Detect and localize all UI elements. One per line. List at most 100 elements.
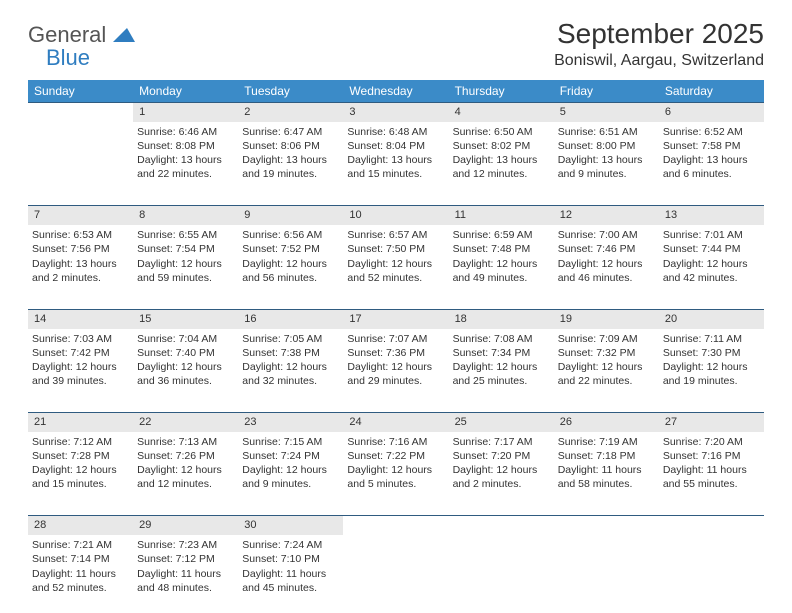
day-number-cell: 26: [554, 413, 659, 432]
day-number-cell: 24: [343, 413, 448, 432]
weekday-tuesday: Tuesday: [238, 80, 343, 103]
sunset-text: Sunset: 7:40 PM: [137, 346, 234, 360]
day-cell: Sunrise: 7:24 AMSunset: 7:10 PMDaylight:…: [238, 535, 343, 613]
weekday-wednesday: Wednesday: [343, 80, 448, 103]
day-number-cell: 21: [28, 413, 133, 432]
sunset-text: Sunset: 7:18 PM: [558, 449, 655, 463]
day-number-cell: 18: [449, 309, 554, 328]
sunrise-text: Sunrise: 7:04 AM: [137, 332, 234, 346]
day-number-cell: 8: [133, 206, 238, 225]
weekday-saturday: Saturday: [659, 80, 764, 103]
day-number-cell: [659, 516, 764, 535]
day-number-cell: 11: [449, 206, 554, 225]
sunrise-text: Sunrise: 6:48 AM: [347, 125, 444, 139]
day-cell: Sunrise: 6:51 AMSunset: 8:00 PMDaylight:…: [554, 122, 659, 206]
sunrise-text: Sunrise: 6:52 AM: [663, 125, 760, 139]
day-number-cell: 6: [659, 103, 764, 122]
week-row: Sunrise: 7:12 AMSunset: 7:28 PMDaylight:…: [28, 432, 764, 516]
daylight-text: Daylight: 12 hours and 2 minutes.: [453, 463, 550, 491]
day-number-cell: 28: [28, 516, 133, 535]
daynum-row: 282930: [28, 516, 764, 535]
daylight-text: Daylight: 13 hours and 12 minutes.: [453, 153, 550, 181]
sunrise-text: Sunrise: 7:09 AM: [558, 332, 655, 346]
day-cell: Sunrise: 7:11 AMSunset: 7:30 PMDaylight:…: [659, 329, 764, 413]
sunset-text: Sunset: 8:08 PM: [137, 139, 234, 153]
daylight-text: Daylight: 13 hours and 6 minutes.: [663, 153, 760, 181]
day-cell: Sunrise: 6:47 AMSunset: 8:06 PMDaylight:…: [238, 122, 343, 206]
sunrise-text: Sunrise: 7:05 AM: [242, 332, 339, 346]
sunrise-text: Sunrise: 6:46 AM: [137, 125, 234, 139]
sunset-text: Sunset: 7:14 PM: [32, 552, 129, 566]
day-number-cell: 30: [238, 516, 343, 535]
page: General Blue September 2025 Boniswil, Aa…: [0, 0, 792, 613]
day-cell: Sunrise: 6:55 AMSunset: 7:54 PMDaylight:…: [133, 225, 238, 309]
daylight-text: Daylight: 12 hours and 19 minutes.: [663, 360, 760, 388]
day-number-cell: [449, 516, 554, 535]
daylight-text: Daylight: 13 hours and 15 minutes.: [347, 153, 444, 181]
daylight-text: Daylight: 12 hours and 15 minutes.: [32, 463, 129, 491]
day-cell: Sunrise: 7:07 AMSunset: 7:36 PMDaylight:…: [343, 329, 448, 413]
sunrise-text: Sunrise: 7:07 AM: [347, 332, 444, 346]
day-number-cell: 27: [659, 413, 764, 432]
logo: General Blue: [28, 18, 135, 70]
sunset-text: Sunset: 7:34 PM: [453, 346, 550, 360]
sunrise-text: Sunrise: 7:20 AM: [663, 435, 760, 449]
sunset-text: Sunset: 7:44 PM: [663, 242, 760, 256]
day-cell: Sunrise: 7:08 AMSunset: 7:34 PMDaylight:…: [449, 329, 554, 413]
day-number-cell: 13: [659, 206, 764, 225]
sunset-text: Sunset: 7:54 PM: [137, 242, 234, 256]
day-cell: Sunrise: 7:20 AMSunset: 7:16 PMDaylight:…: [659, 432, 764, 516]
sunrise-text: Sunrise: 7:17 AM: [453, 435, 550, 449]
daylight-text: Daylight: 11 hours and 55 minutes.: [663, 463, 760, 491]
day-number-cell: 1: [133, 103, 238, 122]
day-cell: Sunrise: 7:05 AMSunset: 7:38 PMDaylight:…: [238, 329, 343, 413]
daylight-text: Daylight: 12 hours and 9 minutes.: [242, 463, 339, 491]
day-cell: Sunrise: 7:17 AMSunset: 7:20 PMDaylight:…: [449, 432, 554, 516]
daylight-text: Daylight: 12 hours and 22 minutes.: [558, 360, 655, 388]
sunset-text: Sunset: 7:28 PM: [32, 449, 129, 463]
day-number-cell: 14: [28, 309, 133, 328]
sunrise-text: Sunrise: 6:56 AM: [242, 228, 339, 242]
day-number-cell: [343, 516, 448, 535]
sunset-text: Sunset: 7:38 PM: [242, 346, 339, 360]
day-number-cell: 15: [133, 309, 238, 328]
weekday-header-row: Sunday Monday Tuesday Wednesday Thursday…: [28, 80, 764, 103]
day-cell: Sunrise: 6:57 AMSunset: 7:50 PMDaylight:…: [343, 225, 448, 309]
daylight-text: Daylight: 12 hours and 42 minutes.: [663, 257, 760, 285]
daylight-text: Daylight: 13 hours and 22 minutes.: [137, 153, 234, 181]
day-number-cell: 29: [133, 516, 238, 535]
calendar-table: Sunday Monday Tuesday Wednesday Thursday…: [28, 80, 764, 613]
day-cell: Sunrise: 6:52 AMSunset: 7:58 PMDaylight:…: [659, 122, 764, 206]
day-cell: [343, 535, 448, 613]
daylight-text: Daylight: 11 hours and 48 minutes.: [137, 567, 234, 595]
day-number-cell: 25: [449, 413, 554, 432]
week-row: Sunrise: 7:03 AMSunset: 7:42 PMDaylight:…: [28, 329, 764, 413]
weekday-monday: Monday: [133, 80, 238, 103]
day-cell: Sunrise: 6:50 AMSunset: 8:02 PMDaylight:…: [449, 122, 554, 206]
daynum-row: 14151617181920: [28, 309, 764, 328]
daylight-text: Daylight: 12 hours and 59 minutes.: [137, 257, 234, 285]
logo-word2: Blue: [28, 45, 90, 70]
day-number-cell: 5: [554, 103, 659, 122]
sunset-text: Sunset: 7:24 PM: [242, 449, 339, 463]
logo-word1: General: [28, 22, 106, 47]
sunset-text: Sunset: 8:04 PM: [347, 139, 444, 153]
sunrise-text: Sunrise: 7:12 AM: [32, 435, 129, 449]
day-number-cell: 4: [449, 103, 554, 122]
location-subtitle: Boniswil, Aargau, Switzerland: [554, 52, 764, 70]
daynum-row: 123456: [28, 103, 764, 122]
day-number-cell: 12: [554, 206, 659, 225]
sunset-text: Sunset: 7:48 PM: [453, 242, 550, 256]
sunrise-text: Sunrise: 6:57 AM: [347, 228, 444, 242]
page-title: September 2025: [554, 18, 764, 50]
sunrise-text: Sunrise: 7:00 AM: [558, 228, 655, 242]
day-cell: [554, 535, 659, 613]
day-cell: Sunrise: 7:09 AMSunset: 7:32 PMDaylight:…: [554, 329, 659, 413]
day-cell: Sunrise: 6:46 AMSunset: 8:08 PMDaylight:…: [133, 122, 238, 206]
day-cell: Sunrise: 7:04 AMSunset: 7:40 PMDaylight:…: [133, 329, 238, 413]
week-row: Sunrise: 6:53 AMSunset: 7:56 PMDaylight:…: [28, 225, 764, 309]
weekday-sunday: Sunday: [28, 80, 133, 103]
sunset-text: Sunset: 7:52 PM: [242, 242, 339, 256]
sunrise-text: Sunrise: 6:59 AM: [453, 228, 550, 242]
day-number-cell: 16: [238, 309, 343, 328]
